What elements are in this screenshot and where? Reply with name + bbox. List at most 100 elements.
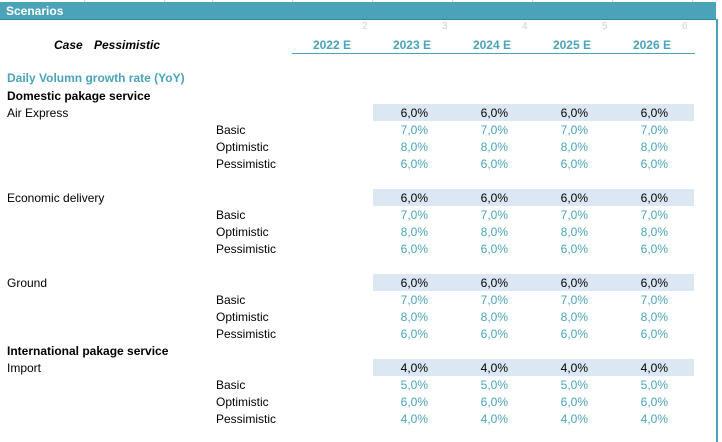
scenario-cell[interactable]: 6,0%: [400, 327, 428, 341]
scenario-label-basic: Basic: [216, 123, 246, 137]
scenario-cell[interactable]: 6,0%: [400, 157, 428, 171]
scenario-cell[interactable]: 8,0%: [560, 140, 588, 154]
scenario-cell[interactable]: 6,0%: [640, 157, 668, 171]
section-title: Daily Volumn growth rate (YoY): [7, 71, 185, 85]
case-selector[interactable]: Pessimistic: [94, 38, 161, 52]
scenario-cell[interactable]: 5,0%: [560, 378, 588, 392]
scenario-label-optimistic: Optimistic: [216, 225, 269, 239]
group-title-domestic: Domestic pakage service: [7, 89, 151, 103]
year-header-underline: [292, 53, 695, 54]
scenario-cell[interactable]: 7,0%: [560, 208, 588, 222]
column-number: 2: [362, 21, 368, 32]
highlight-band: [373, 104, 694, 121]
value-cell[interactable]: 6,0%: [480, 191, 508, 205]
scenario-label-optimistic: Optimistic: [216, 310, 269, 324]
value-cell[interactable]: 6,0%: [560, 106, 588, 120]
row-label-import: Import: [7, 361, 42, 375]
scenario-cell[interactable]: 8,0%: [560, 310, 588, 324]
scenario-cell[interactable]: 4,0%: [400, 412, 428, 426]
scenario-label-basic: Basic: [216, 208, 246, 222]
row-label-ground: Ground: [7, 276, 48, 290]
scenario-cell[interactable]: 7,0%: [480, 293, 508, 307]
value-cell[interactable]: 4,0%: [560, 361, 588, 375]
scenario-cell[interactable]: 5,0%: [400, 378, 428, 392]
scenario-cell[interactable]: 6,0%: [560, 157, 588, 171]
value-cell[interactable]: 4,0%: [400, 361, 428, 375]
value-cell[interactable]: 6,0%: [560, 191, 588, 205]
scenario-cell[interactable]: 7,0%: [560, 293, 588, 307]
row-label-air-express: Air Express: [7, 106, 69, 120]
value-cell[interactable]: 6,0%: [640, 106, 668, 120]
sheet-right-border: [716, 19, 718, 442]
scenario-cell[interactable]: 8,0%: [400, 140, 428, 154]
case-label: Case: [54, 38, 83, 52]
scenario-cell[interactable]: 7,0%: [400, 293, 428, 307]
scenario-cell[interactable]: 8,0%: [480, 310, 508, 324]
scenario-cell[interactable]: 6,0%: [560, 327, 588, 341]
year-header: 2022 E: [312, 38, 351, 52]
scenario-cell[interactable]: 6,0%: [400, 242, 428, 256]
scenario-cell[interactable]: 6,0%: [640, 327, 668, 341]
value-cell[interactable]: 6,0%: [400, 191, 428, 205]
scenario-cell[interactable]: 4,0%: [560, 412, 588, 426]
scenario-cell[interactable]: 4,0%: [480, 412, 508, 426]
scenario-cell[interactable]: 5,0%: [480, 378, 508, 392]
value-cell[interactable]: 4,0%: [640, 361, 668, 375]
scenario-cell[interactable]: 6,0%: [560, 395, 588, 409]
scenario-cell[interactable]: 7,0%: [480, 208, 508, 222]
scenario-cell[interactable]: 8,0%: [640, 310, 668, 324]
scenario-cell[interactable]: 7,0%: [640, 123, 668, 137]
scenario-label-pessimistic: Pessimistic: [216, 412, 277, 426]
row-label-economic-delivery: Economic delivery: [7, 191, 105, 205]
scenario-cell[interactable]: 6,0%: [560, 242, 588, 256]
scenario-cell[interactable]: 7,0%: [560, 123, 588, 137]
scenarios-header-bar[interactable]: Scenarios: [0, 2, 716, 20]
scenario-cell[interactable]: 6,0%: [640, 395, 668, 409]
value-cell[interactable]: 4,0%: [480, 361, 508, 375]
scenario-cell[interactable]: 7,0%: [400, 208, 428, 222]
scenario-cell[interactable]: 6,0%: [400, 395, 428, 409]
value-cell[interactable]: 6,0%: [560, 276, 588, 290]
scenario-cell[interactable]: 4,0%: [640, 412, 668, 426]
scenario-cell[interactable]: 8,0%: [400, 310, 428, 324]
scenario-cell[interactable]: 6,0%: [480, 242, 508, 256]
scenario-cell[interactable]: 6,0%: [640, 242, 668, 256]
highlight-band: [373, 274, 694, 291]
highlight-band: [373, 189, 694, 206]
value-cell[interactable]: 6,0%: [640, 276, 668, 290]
scenario-cell[interactable]: 6,0%: [480, 157, 508, 171]
scenario-cell[interactable]: 6,0%: [480, 327, 508, 341]
scenario-cell[interactable]: 7,0%: [400, 123, 428, 137]
scenario-label-optimistic: Optimistic: [216, 395, 269, 409]
scenario-cell[interactable]: 6,0%: [480, 395, 508, 409]
scenario-cell[interactable]: 8,0%: [480, 225, 508, 239]
scenario-label-basic: Basic: [216, 378, 246, 392]
highlight-band: [373, 359, 694, 376]
scenario-label-pessimistic: Pessimistic: [216, 157, 277, 171]
scenario-label-pessimistic: Pessimistic: [216, 327, 277, 341]
column-number: 4: [522, 21, 528, 32]
column-number: 3: [442, 21, 448, 32]
year-header: 2026 E: [632, 38, 671, 52]
scenario-cell[interactable]: 8,0%: [400, 225, 428, 239]
value-cell[interactable]: 6,0%: [480, 106, 508, 120]
scenario-cell[interactable]: 5,0%: [640, 378, 668, 392]
year-header: 2024 E: [472, 38, 511, 52]
sheet-title: Scenarios: [6, 4, 64, 18]
scenario-cell[interactable]: 8,0%: [640, 225, 668, 239]
value-cell[interactable]: 6,0%: [640, 191, 668, 205]
scenario-label-pessimistic: Pessimistic: [216, 242, 277, 256]
scenario-cell[interactable]: 7,0%: [480, 123, 508, 137]
scenario-cell[interactable]: 8,0%: [480, 140, 508, 154]
column-number: 6: [682, 21, 688, 32]
year-header: 2023 E: [392, 38, 431, 52]
scenario-cell[interactable]: 7,0%: [640, 293, 668, 307]
scenario-cell[interactable]: 8,0%: [640, 140, 668, 154]
scenario-cell[interactable]: 8,0%: [560, 225, 588, 239]
value-cell[interactable]: 6,0%: [400, 276, 428, 290]
value-cell[interactable]: 6,0%: [400, 106, 428, 120]
value-cell[interactable]: 6,0%: [480, 276, 508, 290]
year-header: 2025 E: [552, 38, 591, 52]
scenario-cell[interactable]: 7,0%: [640, 208, 668, 222]
